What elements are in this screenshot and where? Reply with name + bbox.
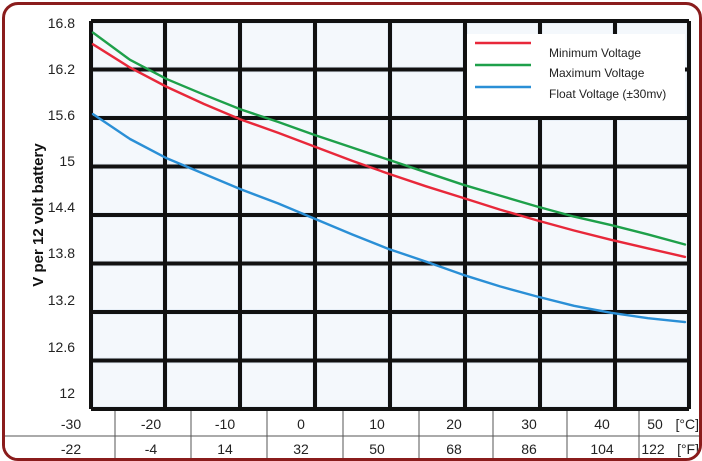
grid-cell <box>94 24 162 67</box>
grid-cell <box>243 218 312 261</box>
y-tick-labels: 16.8 16.2 15.6 15 14.4 13.8 13.2 12.6 12 <box>48 15 75 401</box>
x-tick-label-celsius: 30 <box>521 416 537 432</box>
grid-cell <box>168 121 237 164</box>
grid-cell <box>393 315 462 358</box>
x-tick-label-fahrenheit: -22 <box>61 441 81 457</box>
grid-cell <box>468 315 537 358</box>
series-line <box>91 43 687 259</box>
grid-cell <box>543 315 612 358</box>
x-tick-label-celsius: -10 <box>215 416 235 432</box>
grid-cell <box>618 363 686 406</box>
grid-cell <box>168 24 237 67</box>
legend: Minimum Voltage Maximum Voltage Float Volt… <box>467 34 685 116</box>
x-tick-label-celsius: -30 <box>61 416 81 432</box>
x-tick-label-fahrenheit: 14 <box>217 441 233 457</box>
series-lines <box>91 31 687 324</box>
grid-cell <box>94 315 162 358</box>
grid-cell <box>543 363 612 406</box>
grid-cell <box>393 121 462 164</box>
grid-cell <box>618 121 686 164</box>
x-table-background <box>5 411 699 458</box>
grid-cell <box>243 266 312 309</box>
grid-cell <box>468 218 537 261</box>
y-tick-label: 13.2 <box>48 292 75 308</box>
grid-cell <box>243 169 312 212</box>
grid-cell <box>318 363 387 406</box>
grid-cell <box>243 315 312 358</box>
x-tick-label-celsius: 10 <box>369 416 385 432</box>
grid-cell <box>618 266 686 309</box>
voltage-chart: 16.8 16.2 15.6 15 14.4 13.8 13.2 12.6 12 V per 1… <box>5 15 700 458</box>
grid-cell <box>168 266 237 309</box>
grid-cell <box>243 72 312 115</box>
grid-cell <box>94 363 162 406</box>
x-tick-label-celsius: -20 <box>141 416 161 432</box>
grid-cell <box>243 24 312 67</box>
grid-cell <box>94 169 162 212</box>
x-tick-label-celsius: 20 <box>446 416 462 432</box>
grid-cell <box>468 169 537 212</box>
y-tick-label: 12 <box>59 385 75 401</box>
x-tick-label-fahrenheit: 68 <box>446 441 462 457</box>
grid-cell <box>543 121 612 164</box>
x-tick-label-fahrenheit: 86 <box>521 441 537 457</box>
grid-cell <box>618 169 686 212</box>
grid-cell <box>318 72 387 115</box>
x-tick-label-celsius: 0 <box>297 416 305 432</box>
y-tick-label: 12.6 <box>48 339 75 355</box>
grid-cell <box>168 363 237 406</box>
series-line <box>91 31 687 246</box>
grid-cell <box>393 266 462 309</box>
grid-cell <box>393 72 462 115</box>
grid-cell <box>168 169 237 212</box>
grid-cell <box>94 121 162 164</box>
grid-cell <box>318 121 387 164</box>
y-tick-label: 13.8 <box>48 245 75 261</box>
series-line <box>91 112 687 324</box>
y-axis-label: V per 12 volt battery <box>30 143 47 287</box>
y-tick-label: 15 <box>59 153 75 169</box>
y-tick-label: 14.4 <box>48 199 75 215</box>
grid-cell <box>393 363 462 406</box>
grid-cell <box>94 218 162 261</box>
grid-cell <box>318 169 387 212</box>
grid-cell <box>543 266 612 309</box>
y-tick-label: 15.6 <box>48 107 75 123</box>
legend-label: Minimum Voltage <box>549 46 641 60</box>
y-tick-label: 16.2 <box>48 61 75 77</box>
x-tick-label-fahrenheit: 32 <box>293 441 309 457</box>
x-tick-label-fahrenheit: 104 <box>590 441 614 457</box>
grid-cell <box>393 169 462 212</box>
legend-label: Float Voltage (±30mv) <box>549 87 666 101</box>
grid-cell <box>543 169 612 212</box>
x-unit-fahrenheit: [°F] <box>677 441 699 457</box>
x-axis-table: -30 -20 -10 0 10 20 30 40 50 -22 -4 14 32 50 68 86 104 12… <box>5 411 700 458</box>
x-tick-label-celsius: 50 <box>647 416 663 432</box>
legend-label: Maximum Voltage <box>549 66 645 80</box>
y-tick-label: 16.8 <box>48 15 75 31</box>
grid-cell <box>243 363 312 406</box>
grid-cell <box>318 315 387 358</box>
x-tick-label-fahrenheit: -4 <box>145 441 158 457</box>
legend-box <box>467 34 685 116</box>
grid-cell <box>468 121 537 164</box>
grid-cell <box>318 24 387 67</box>
grid-cell <box>393 24 462 67</box>
x-unit-celsius: [°C] <box>676 416 700 432</box>
x-tick-label-celsius: 40 <box>594 416 610 432</box>
grid-cell <box>168 218 237 261</box>
x-tick-label-fahrenheit: 122 <box>641 441 665 457</box>
grid-cell <box>468 363 537 406</box>
grid-cell <box>318 266 387 309</box>
x-tick-label-fahrenheit: 50 <box>369 441 385 457</box>
grid-cell <box>168 315 237 358</box>
grid-cell <box>94 266 162 309</box>
